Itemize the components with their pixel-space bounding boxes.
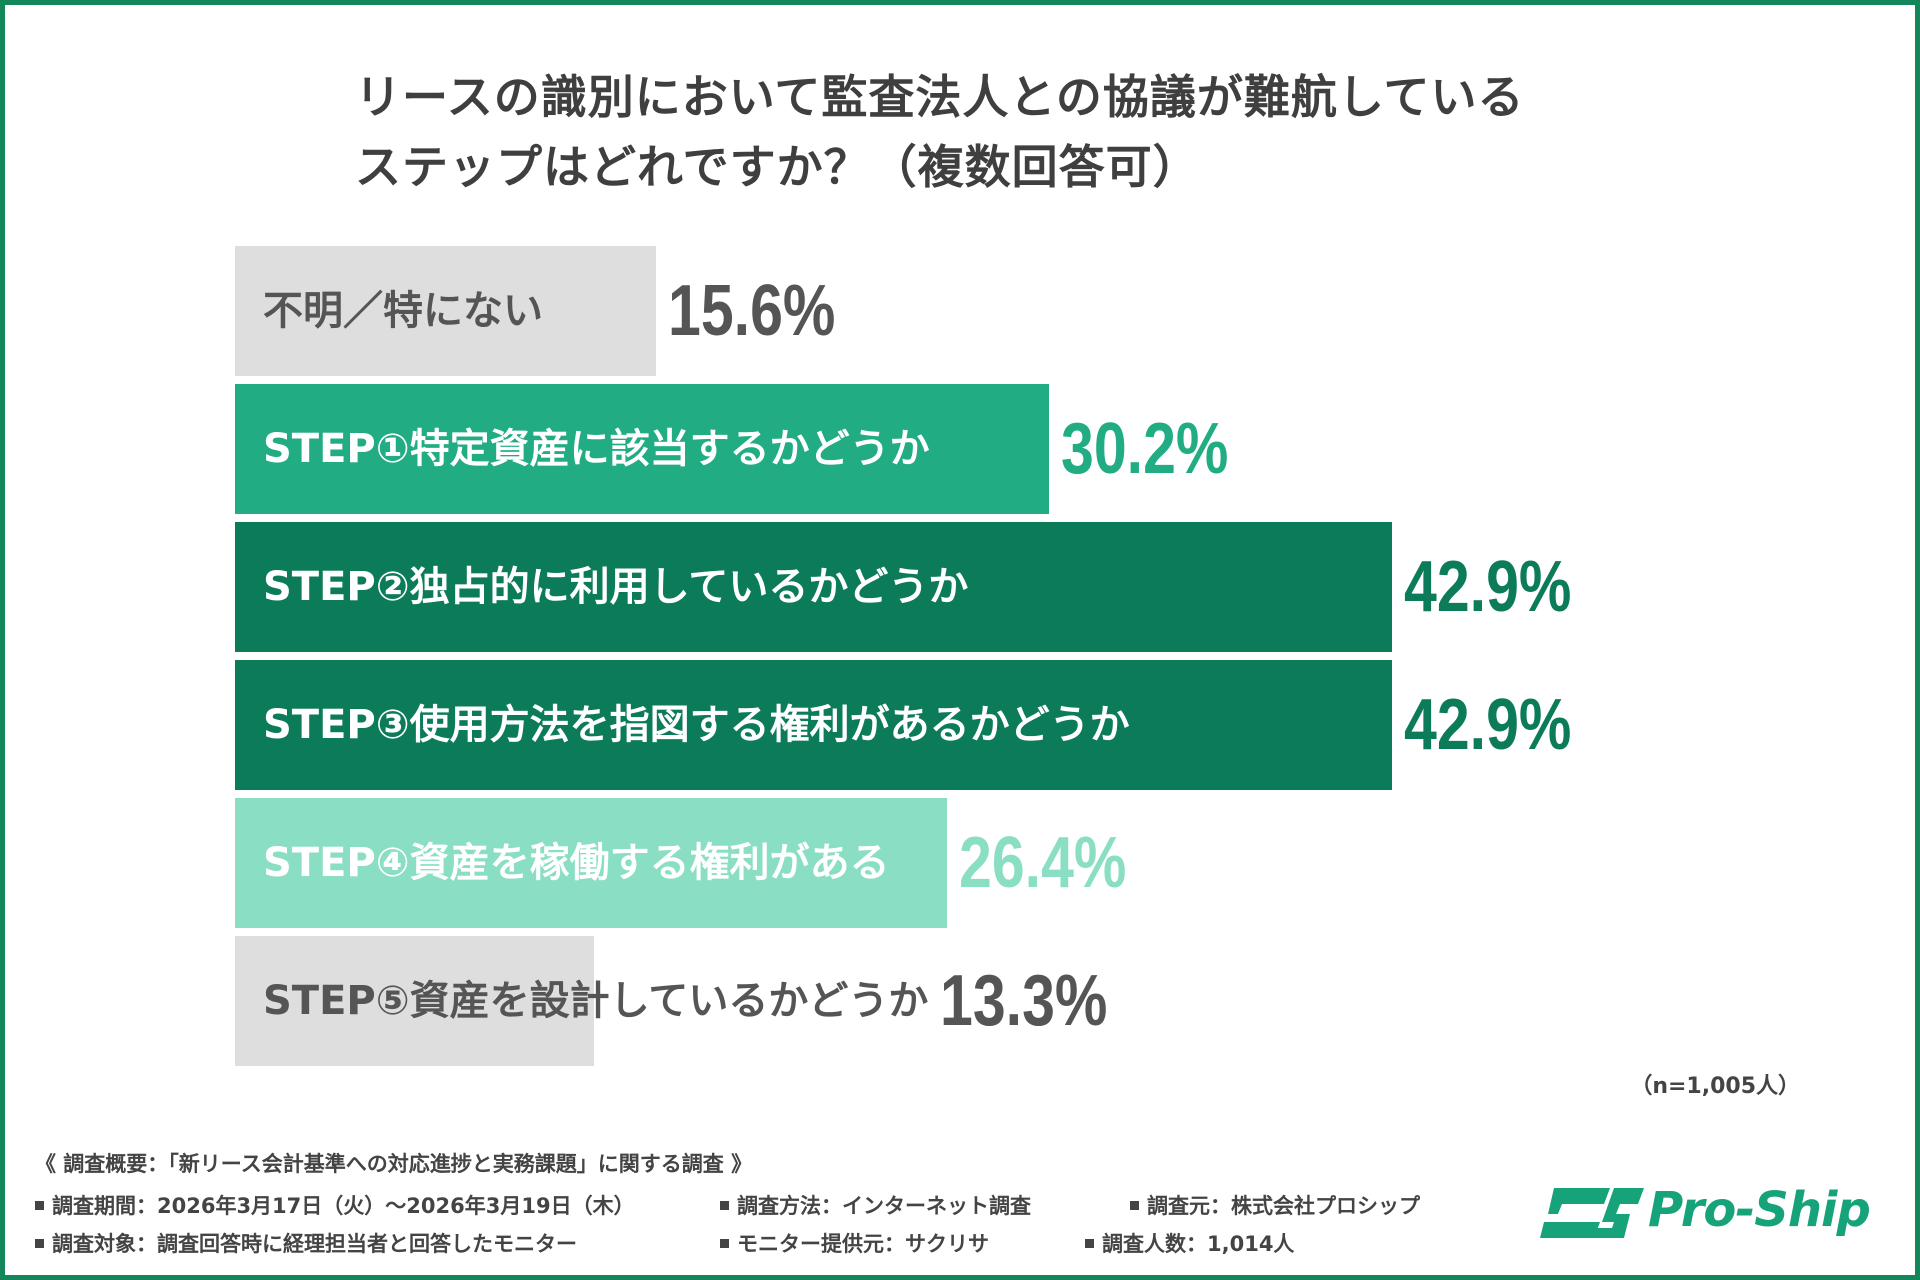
bullet-square: [1085, 1238, 1094, 1248]
survey-organizer: 調査元：株式会社プロシップ: [1130, 1190, 1420, 1220]
bar: [235, 246, 656, 376]
bar-value-label: 30.2%: [1061, 409, 1229, 489]
bullet-square: [1130, 1200, 1139, 1210]
bar-label: STEP⑤資産を設計しているかどうか: [263, 978, 929, 1024]
bar-label: 不明／特にない: [263, 288, 543, 334]
pro-ship-logo: Pro-Ship: [1540, 1178, 1880, 1248]
bar-label: STEP④資産を稼働する権利がある: [263, 840, 890, 886]
survey-organizer-text: 調査元：株式会社プロシップ: [1147, 1194, 1420, 1218]
survey-respondents: 調査人数：1,014人: [1085, 1228, 1294, 1258]
bar-value-label: 42.9%: [1404, 547, 1572, 627]
chart-title-line-2: ステップはどれですか？（複数回答可）: [355, 140, 1200, 194]
ps-mark-icon: [1540, 1188, 1644, 1238]
bar-value-label: 15.6%: [668, 271, 836, 351]
bullet-square: [720, 1200, 729, 1210]
bar-label: STEP②独占的に利用しているかどうか: [263, 564, 969, 610]
bar-label: STEP③使用方法を指図する権利があるかどうか: [263, 702, 1130, 748]
bullet-square: [35, 1238, 44, 1248]
sample-size: （n=1,005人）: [1630, 1074, 1800, 1099]
bar-value-label: 13.3%: [940, 961, 1108, 1041]
survey-target: 調査対象：調査回答時に経理担当者と回答したモニター: [35, 1228, 577, 1258]
bar-value-label: 26.4%: [959, 823, 1127, 903]
pro-ship-logo-text: Pro-Ship: [1648, 1182, 1871, 1238]
survey-method: 調査方法：インターネット調査: [720, 1190, 1031, 1220]
bar: [235, 798, 947, 928]
survey-heading: 《 調査概要：「新リース会計基準への対応進捗と実務課題」に関する調査 》: [35, 1152, 753, 1176]
bar-label: STEP①特定資産に該当するかどうか: [263, 426, 930, 472]
bar: [235, 936, 594, 1066]
survey-period-text: 調査期間：2026年3月17日（火）～2026年3月19日（木）: [52, 1194, 635, 1218]
bullet-square: [35, 1200, 44, 1210]
bar-value-label: 42.9%: [1404, 685, 1572, 765]
survey-panel: モニター提供元：サクリサ: [720, 1228, 989, 1258]
survey-period: 調査期間：2026年3月17日（火）～2026年3月19日（木）: [35, 1190, 635, 1220]
bar: [235, 660, 1392, 790]
bar: [235, 384, 1049, 514]
bar: [235, 522, 1392, 652]
bullet-square: [720, 1238, 729, 1248]
chart-title-line-1: リースの識別において監査法人との協議が難航している: [355, 70, 1525, 124]
survey-panel-text: モニター提供元：サクリサ: [737, 1232, 989, 1256]
survey-respondents-text: 調査人数：1,014人: [1102, 1232, 1295, 1256]
survey-target-text: 調査対象：調査回答時に経理担当者と回答したモニター: [52, 1232, 577, 1256]
survey-method-text: 調査方法：インターネット調査: [737, 1194, 1031, 1218]
chart-title: リースの識別において監査法人との協議が難航している ステップはどれですか？（複数…: [355, 62, 1524, 202]
